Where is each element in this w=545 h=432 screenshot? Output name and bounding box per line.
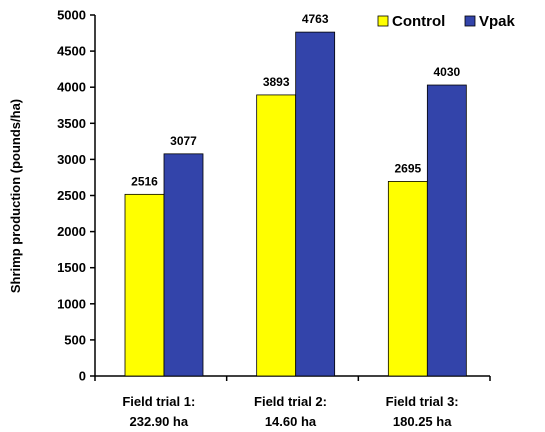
- data-label: 3893: [263, 75, 290, 89]
- legend-swatch-control: [377, 15, 389, 27]
- y-tick-label: 1500: [57, 260, 86, 275]
- x-category-label: Field trial 3:: [386, 394, 459, 409]
- bar-vpak: [163, 153, 204, 377]
- legend-label-control: Control: [392, 13, 445, 30]
- x-category-label: Field trial 2:: [254, 394, 327, 409]
- y-tick-label: 0: [79, 369, 86, 384]
- value-labels: 2516 3893 2695 3077 4763 4030: [131, 12, 460, 188]
- y-tick-label: 4500: [57, 44, 86, 59]
- bar-vpak: [295, 31, 336, 377]
- y-tick-label: 2500: [57, 188, 86, 203]
- data-label: 2695: [394, 161, 421, 175]
- data-label: 3077: [170, 134, 197, 148]
- legend: Control Vpak: [377, 13, 516, 30]
- y-axis: 0 500 1000 1500 2000 2500 3000 3500 4000 4500 5000: [57, 8, 96, 384]
- y-tick-label: 3000: [57, 152, 86, 167]
- bar-control: [387, 181, 428, 377]
- legend-label-vpak: Vpak: [479, 13, 516, 30]
- bar-control: [124, 193, 165, 377]
- y-tick-label: 5000: [57, 8, 86, 23]
- data-label: 2516: [131, 174, 158, 188]
- x-category-label: 180.25 ha: [393, 414, 452, 429]
- bars: [124, 31, 467, 377]
- y-axis-title: Shrimp production (pounds/ha): [8, 99, 23, 293]
- x-category-label: 14.60 ha: [265, 414, 317, 429]
- legend-swatch-vpak: [464, 15, 476, 27]
- x-category-label: 232.90 ha: [130, 414, 189, 429]
- x-category-label: Field trial 1:: [122, 394, 195, 409]
- data-label: 4030: [433, 65, 460, 79]
- y-tick-label: 500: [64, 332, 86, 347]
- y-tick-label: 3500: [57, 116, 86, 131]
- y-tick-label: 2000: [57, 224, 86, 239]
- bar-control: [256, 94, 297, 377]
- bar-vpak: [426, 84, 467, 377]
- data-label: 4763: [302, 12, 329, 26]
- y-tick-label: 4000: [57, 80, 86, 95]
- x-axis: Field trial 1: 232.90 ha Field trial 2: 14.…: [94, 375, 491, 429]
- y-tick-label: 1000: [57, 296, 86, 311]
